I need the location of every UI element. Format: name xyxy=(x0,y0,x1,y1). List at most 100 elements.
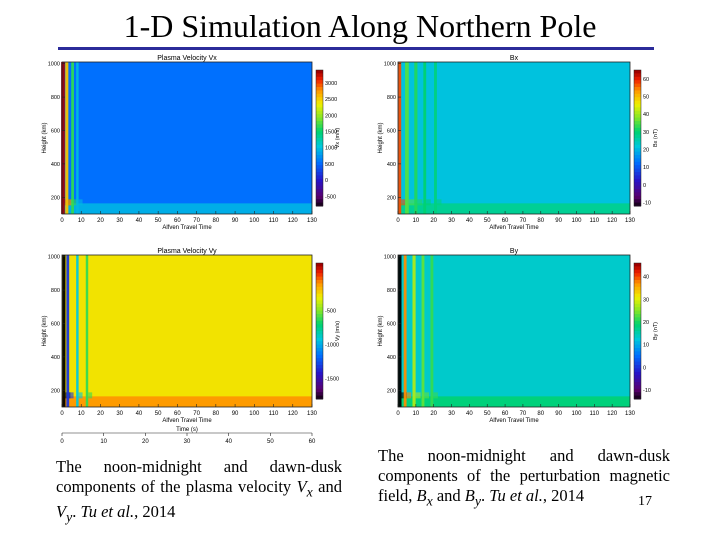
x-tick-label: 40 xyxy=(466,218,473,224)
colorbar-label: By (nT) xyxy=(653,322,659,340)
colorbar-segment xyxy=(316,303,323,308)
colorbar-tick-label: 1500 xyxy=(325,130,337,136)
colorbar-segment xyxy=(316,178,323,183)
colorbar-segment xyxy=(316,324,323,329)
x-tick-label: 130 xyxy=(307,411,318,417)
colorbar-tick-label: 0 xyxy=(643,183,646,189)
colorbar-segment xyxy=(316,273,323,278)
x-tick-label: 100 xyxy=(571,411,582,417)
heatmap-transient-2 xyxy=(403,255,407,407)
colorbar-segment xyxy=(634,202,641,207)
x-tick-label: 10 xyxy=(78,218,85,224)
colorbar-segment xyxy=(316,280,323,284)
colorbar-segment xyxy=(634,290,641,295)
secondary-axis-tick-label: 20 xyxy=(142,439,149,445)
heatmap-transient-2 xyxy=(66,255,70,407)
colorbar-segment xyxy=(316,310,323,315)
x-tick-label: 30 xyxy=(116,218,123,224)
chart-bx-heatmap: Bx0 10 20 30 40 50 60 70 80 90 100 110 120 130Alfven … xyxy=(378,55,659,231)
colorbar-segment xyxy=(634,266,641,271)
x-tick-label: 90 xyxy=(232,411,239,417)
caption-left-cite: Tu et al. xyxy=(80,502,135,522)
x-tick-label: 50 xyxy=(155,411,162,417)
heatmap-transient-tail-2 xyxy=(69,392,74,399)
colorbar-segment xyxy=(634,134,641,139)
x-tick-label: 70 xyxy=(520,218,527,224)
colorbar-segment xyxy=(634,263,641,267)
x-tick-label: 40 xyxy=(136,218,143,224)
heatmap-transient-3 xyxy=(414,62,418,214)
colorbar-segment xyxy=(316,175,323,180)
colorbar-segment xyxy=(316,121,323,125)
x-tick-label: 80 xyxy=(537,218,544,224)
colorbar-segment xyxy=(316,83,323,88)
colorbar-tick-label: 30 xyxy=(643,297,649,303)
colorbar-label: Vy (m/s) xyxy=(335,321,340,341)
colorbar-segment xyxy=(634,358,641,363)
caption-left: The noon-midnight and dawn-dusk componen… xyxy=(56,457,342,528)
x-tick-label: 10 xyxy=(413,411,420,417)
x-tick-label: 50 xyxy=(155,218,162,224)
colorbar-segment xyxy=(316,341,323,346)
colorbar-segment xyxy=(316,263,323,267)
heatmap-transient-tail-4 xyxy=(78,199,83,206)
chart-title: Plasma Velocity Vy xyxy=(157,248,217,255)
x-tick-label: 100 xyxy=(249,218,260,224)
colorbar-segment xyxy=(634,269,641,274)
heatmap-transient-tail-5 xyxy=(433,392,438,399)
secondary-axis-tick-label: 40 xyxy=(225,439,232,445)
colorbar-segment xyxy=(316,293,323,298)
heatmap-background xyxy=(398,62,630,214)
y-tick-label: 1000 xyxy=(48,255,60,261)
colorbar-segment xyxy=(316,307,323,312)
colorbar-segment xyxy=(634,87,641,91)
colorbar-tick-label: 30 xyxy=(643,130,649,136)
x-tick-label: 60 xyxy=(502,218,509,224)
plot-frame xyxy=(61,254,313,408)
colorbar-segment xyxy=(316,124,323,129)
x-tick-label: 0 xyxy=(396,218,400,224)
colorbar-segment xyxy=(634,117,641,122)
x-tick-label: 70 xyxy=(193,218,200,224)
secondary-axis-tick-label: 10 xyxy=(100,439,107,445)
x-tick-label: 10 xyxy=(413,218,420,224)
colorbar-segment xyxy=(634,368,641,373)
colorbar-segment xyxy=(634,93,641,98)
colorbar-segment xyxy=(316,70,323,74)
colorbar-segment xyxy=(634,283,641,288)
colorbar-segment xyxy=(316,90,323,95)
colorbar-segment xyxy=(316,266,323,271)
y-tick-label: 1000 xyxy=(48,62,60,68)
heatmap-transient-3 xyxy=(71,62,74,214)
colorbar-segment xyxy=(634,331,641,335)
colorbar-tick-label: 0 xyxy=(325,178,328,184)
y-tick-label: 1000 xyxy=(384,255,396,261)
colorbar-segment xyxy=(634,182,641,187)
colorbar-tick-label: 50 xyxy=(643,94,649,100)
colorbar-segment xyxy=(316,138,323,142)
x-tick-label: 30 xyxy=(448,411,455,417)
colorbar-segment xyxy=(634,317,641,322)
colorbar-segment xyxy=(316,76,323,81)
y-tick-label: 600 xyxy=(387,321,396,327)
x-tick-label: 110 xyxy=(269,218,279,224)
x-tick-label: 120 xyxy=(607,218,618,224)
x-tick-label: 80 xyxy=(213,411,220,417)
y-axis-label: Height (km) xyxy=(378,315,384,346)
caption-right: The noon-midnight and dawn-dusk componen… xyxy=(378,446,670,511)
colorbar-segment xyxy=(316,195,323,200)
chart-title: By xyxy=(510,248,519,255)
colorbar-segment xyxy=(316,185,323,190)
y-tick-label: 800 xyxy=(51,288,60,294)
colorbar-segment xyxy=(634,185,641,190)
heatmap-transient-1 xyxy=(61,62,65,214)
colorbar-segment xyxy=(634,341,641,346)
plot-frame xyxy=(397,254,631,408)
x-tick-label: 130 xyxy=(307,218,318,224)
colorbar-segment xyxy=(316,158,323,163)
colorbar-label: Bx (nT) xyxy=(653,129,659,147)
y-tick-label: 1000 xyxy=(384,62,396,68)
x-tick-label: 70 xyxy=(520,411,527,417)
colorbar-segment xyxy=(634,385,641,390)
slide-number: 17 xyxy=(638,494,652,509)
